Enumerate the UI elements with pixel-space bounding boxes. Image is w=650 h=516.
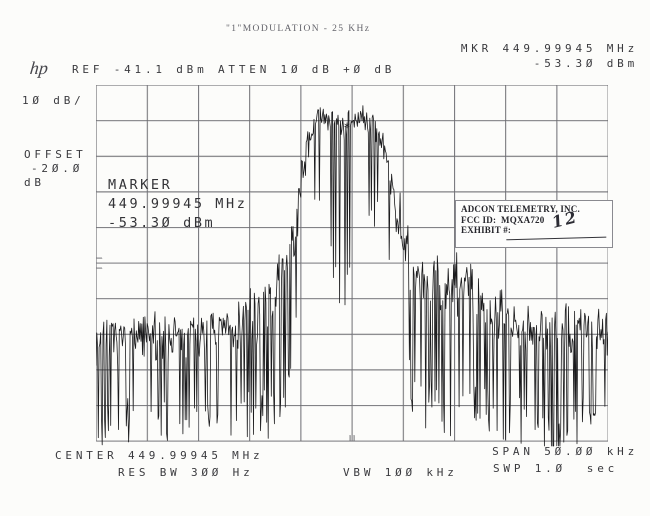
marker-annotation-level: -53.3Ø dBm: [108, 215, 216, 231]
marker-annotation-freq: 449.99945 MHz: [108, 196, 248, 212]
span-label: SPAN 5Ø.ØØ kHz: [492, 445, 638, 458]
scale-per-div-label: 1Ø dB/: [22, 94, 85, 107]
offset-unit: dB: [24, 176, 45, 189]
marker-readout-freq: MKR 449.99945 MHz: [460, 42, 638, 55]
stamp-company-name: ADCON TELEMETRY, INC.: [461, 204, 580, 214]
attenuation-label: ATTEN 1Ø dB +Ø dB: [218, 63, 396, 76]
plot-area: *: [95, 84, 609, 447]
sweep-time-label: SWP 1.Ø sec: [493, 462, 619, 475]
stamp-exhibit-label: EXHIBIT #:: [461, 225, 512, 235]
exhibit-handwritten-number: 12: [549, 207, 580, 232]
ref-level-label: REF -41.1 dBm: [72, 63, 208, 76]
page-title: "1"MODULATION - 25 KHz: [226, 24, 371, 34]
marker-readout-level: -53.3Ø dBm: [533, 57, 638, 70]
spectrum-plot: *: [95, 84, 609, 447]
marker-annotation-title: MARKER: [108, 177, 173, 193]
video-bandwidth-label: VBW 1ØØ kHz: [343, 466, 458, 479]
hp-logo: hp: [29, 58, 50, 78]
stamp-fcc-id: FCC ID: MQXA720: [461, 214, 545, 225]
center-frequency-label: CENTER 449.99945 MHz: [55, 449, 264, 462]
offset-label: OFFSET: [24, 148, 87, 161]
fcc-exhibit-stamp: ADCON TELEMETRY, INC. FCC ID: MQXA720 EX…: [455, 200, 613, 248]
offset-value: -2Ø.Ø: [31, 162, 84, 175]
resolution-bandwidth-label: RES BW 3ØØ Hz: [118, 466, 254, 479]
marker-asterisk: *: [343, 120, 350, 134]
